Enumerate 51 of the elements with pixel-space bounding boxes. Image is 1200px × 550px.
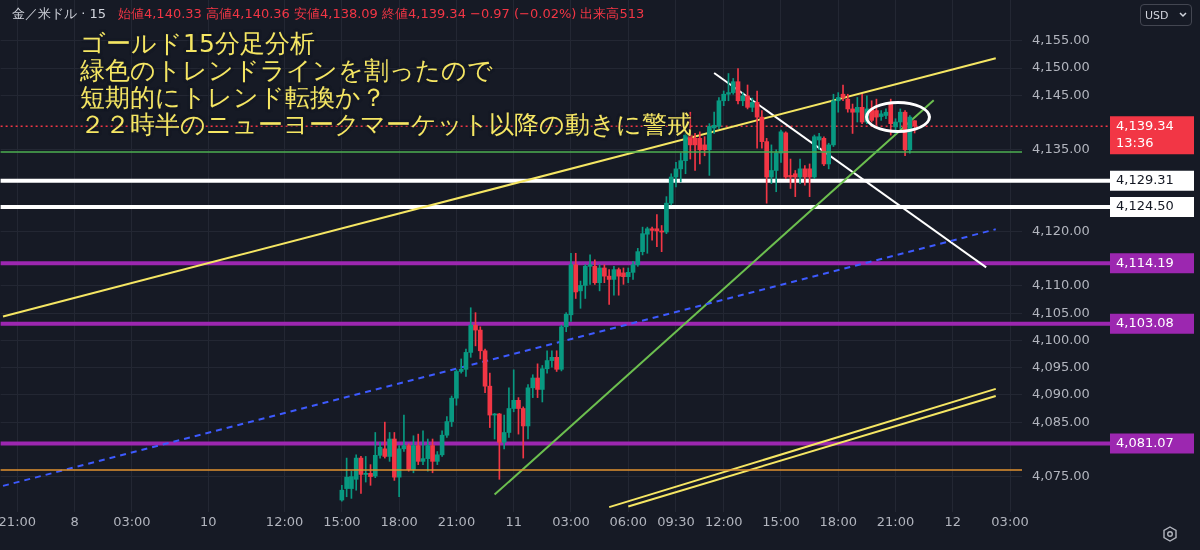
x-tick-label: 21:00 bbox=[437, 514, 476, 530]
candlestick bbox=[587, 254, 593, 285]
ref-line-label: 4,114.19 bbox=[1116, 254, 1174, 270]
annotation: 始値4,140.33 高値4,140.36 安値4,138.09 終値4,139.34 −0.97 (−0.02%) 出来高513 bbox=[117, 6, 645, 21]
candlestick bbox=[878, 110, 884, 121]
y-tick-label: 4,155.00 bbox=[1032, 32, 1090, 48]
x-tick-label: 8 bbox=[70, 514, 79, 530]
candlestick bbox=[654, 214, 660, 248]
text: USD bbox=[1145, 8, 1169, 22]
candlestick bbox=[792, 170, 798, 197]
annotation: 短期的にトレンド転換か？ bbox=[80, 83, 387, 112]
x-tick-label: 11 bbox=[505, 514, 522, 530]
y-tick-label: 4,145.00 bbox=[1032, 86, 1090, 102]
ref-line-label: 4,124.50 bbox=[1116, 198, 1174, 214]
y-tick-label: 4,135.00 bbox=[1032, 141, 1090, 157]
x-tick-label: 18:00 bbox=[380, 514, 418, 530]
x-tick-label: 03:00 bbox=[552, 514, 590, 530]
y-tick-label: 4,150.00 bbox=[1032, 59, 1090, 75]
x-tick-label: 15:00 bbox=[762, 514, 800, 530]
annotation: 緑色のトレンドラインを割ったので bbox=[80, 56, 494, 85]
y-tick-label: 4,075.00 bbox=[1032, 467, 1090, 483]
x-tick-label: 10 bbox=[199, 514, 217, 530]
ref-line-label: 4,139.34 bbox=[1116, 117, 1174, 133]
x-tick-label: 12 bbox=[944, 514, 962, 530]
ref-line-label: 4,129.31 bbox=[1116, 172, 1174, 188]
text: ゴールド15分足分析 bbox=[80, 29, 316, 58]
y-tick-label: 4,090.00 bbox=[1032, 386, 1090, 402]
x-tick-label: 03:00 bbox=[113, 514, 151, 530]
x-tick-label: 15:00 bbox=[323, 514, 361, 530]
x-tick-label: 18:00 bbox=[819, 514, 857, 530]
x-tick-label: 21:00 bbox=[0, 514, 37, 530]
x-tick-label: 21:00 bbox=[876, 514, 915, 530]
x-tick-label: 12:00 bbox=[704, 514, 743, 530]
candlestick bbox=[649, 226, 655, 241]
x-tick-label: 03:00 bbox=[991, 514, 1029, 530]
y-tick-label: 4,120.00 bbox=[1032, 222, 1090, 238]
candlestick bbox=[420, 430, 426, 465]
annotation: 金／米ドル · 15 bbox=[12, 6, 106, 21]
ref-line-label: 4,081.07 bbox=[1116, 434, 1174, 450]
y-tick-label: 4,105.00 bbox=[1032, 304, 1090, 320]
y-tick-label: 4,095.00 bbox=[1032, 359, 1090, 375]
x-tick-label: 06:00 bbox=[609, 514, 647, 530]
x-tick-label: 12:00 bbox=[265, 514, 304, 530]
y-tick-label: 4,100.00 bbox=[1032, 331, 1090, 347]
x-tick-label: 09:30 bbox=[657, 514, 695, 530]
text: 13:36 bbox=[1116, 134, 1154, 150]
ref-line-label: 4,103.08 bbox=[1116, 315, 1174, 331]
y-tick-label: 4,085.00 bbox=[1032, 413, 1090, 429]
candlestick bbox=[363, 456, 369, 483]
y-tick-label: 4,110.00 bbox=[1032, 277, 1090, 293]
candlestick bbox=[616, 267, 622, 296]
